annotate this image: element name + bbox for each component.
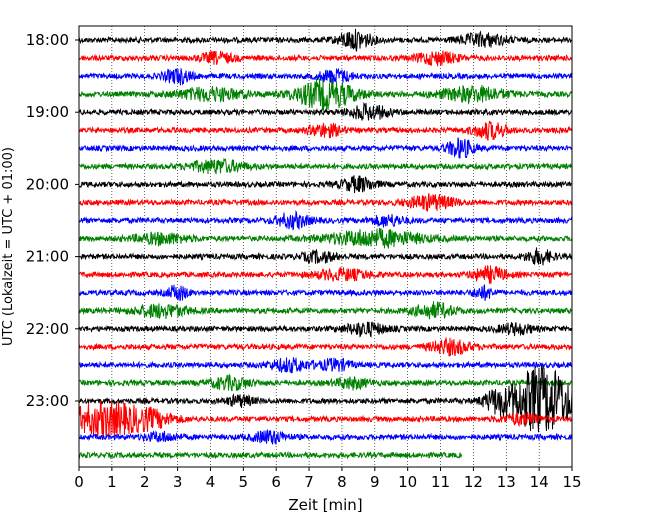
trace-2215 [78, 336, 573, 357]
x-tick-label: 6 [271, 473, 281, 491]
trace-2315 [78, 400, 573, 439]
x-axis-label: Zeit [min] [288, 496, 362, 514]
trace-1930 [78, 137, 573, 159]
trace-1800 [78, 28, 573, 52]
x-tick-label: 7 [304, 473, 314, 491]
x-tick-label: 2 [140, 473, 150, 491]
trace-1900 [78, 101, 573, 121]
x-tick-label: 12 [464, 473, 483, 491]
trace-1830 [78, 67, 573, 86]
y-tick-label: 20:00 [26, 175, 69, 193]
x-tick-label: 5 [239, 473, 249, 491]
x-tick-label: 14 [530, 473, 549, 491]
trace-1945 [78, 157, 573, 175]
y-tick-label: 22:00 [26, 320, 69, 338]
x-tick-label: 13 [497, 473, 516, 491]
trace-2015 [78, 193, 573, 212]
x-tick-label: 3 [173, 473, 183, 491]
trace-2345 [78, 450, 462, 460]
trace-2045 [78, 227, 573, 250]
trace-2200 [78, 321, 573, 338]
x-tick-label: 15 [562, 473, 581, 491]
trace-2130 [78, 284, 573, 302]
x-tick-label: 11 [431, 473, 450, 491]
x-tick-label: 0 [74, 473, 84, 491]
trace-1815 [78, 50, 573, 67]
trace-2300 [78, 364, 573, 433]
x-axis-ticks: 0 1 2 3 4 5 6 7 8 9 10 11 12 13 14 15 [74, 467, 582, 491]
trace-2230 [78, 357, 573, 374]
y-tick-label: 21:00 [26, 248, 69, 266]
y-axis-ticks: 18:00 19:00 20:00 21:00 22:00 23:00 [26, 31, 79, 410]
x-tick-label: 1 [107, 473, 117, 491]
trace-2000 [78, 175, 573, 194]
y-axis-label: UTC (Lokalzeit = UTC + 01:00) [1, 147, 16, 346]
y-tick-label: 23:00 [26, 392, 69, 410]
x-tick-label: 4 [206, 473, 216, 491]
trace-2145 [78, 301, 573, 320]
trace-1915 [78, 120, 573, 141]
trace-2245 [78, 374, 573, 392]
seismic-traces [78, 28, 573, 460]
trace-1845 [78, 78, 573, 111]
trace-2330 [78, 429, 573, 445]
y-tick-label: 18:00 [26, 31, 69, 49]
x-tick-label: 10 [398, 473, 417, 491]
x-tick-label: 8 [337, 473, 347, 491]
trace-2030 [78, 209, 573, 231]
plot-frame [78, 25, 573, 468]
trace-2115 [78, 264, 573, 284]
x-tick-label: 9 [370, 473, 380, 491]
y-tick-label: 19:00 [26, 103, 69, 121]
trace-2100 [78, 247, 573, 266]
